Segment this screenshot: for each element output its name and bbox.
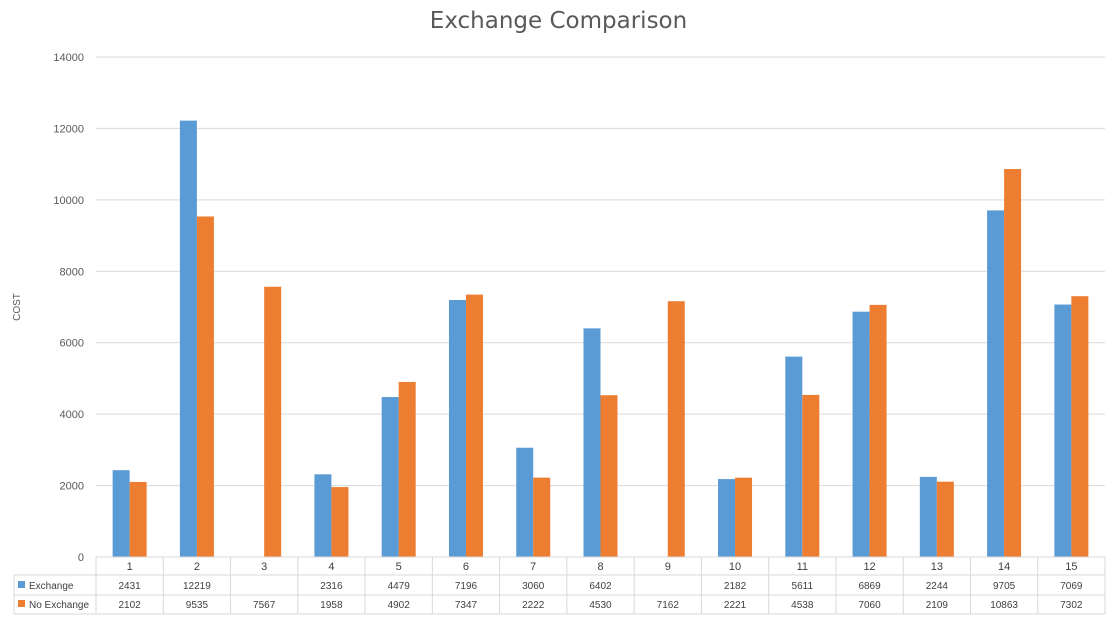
bar-exchange-7 xyxy=(516,447,534,557)
bar-exchange-13 xyxy=(919,476,937,557)
y-tick-label: 4000 xyxy=(60,409,84,421)
bar-no-exchange-12 xyxy=(869,304,887,557)
x-tick-label: 10 xyxy=(729,561,741,573)
x-tick-label: 6 xyxy=(463,561,469,573)
bar-exchange-8 xyxy=(583,328,601,557)
y-tick-label: 6000 xyxy=(60,338,84,350)
bar-no-exchange-9 xyxy=(667,301,685,557)
table-value: 9705 xyxy=(993,581,1016,592)
x-tick-label: 9 xyxy=(665,561,671,573)
table-value: 2431 xyxy=(119,581,142,592)
bar-no-exchange-8 xyxy=(600,395,618,557)
y-tick-label: 12000 xyxy=(53,123,84,135)
legend-label: Exchange xyxy=(29,581,74,592)
table-value: 4538 xyxy=(791,600,814,611)
x-tick-label: 8 xyxy=(597,561,603,573)
bar-exchange-12 xyxy=(852,311,870,557)
x-tick-label: 5 xyxy=(396,561,402,573)
x-tick-label: 1 xyxy=(127,561,133,573)
table-value: 2316 xyxy=(320,581,343,592)
bar-no-exchange-1 xyxy=(129,481,147,557)
bar-no-exchange-2 xyxy=(196,216,214,557)
bar-exchange-6 xyxy=(448,300,466,557)
y-tick-label: 14000 xyxy=(53,52,84,64)
x-tick-label: 11 xyxy=(797,561,808,573)
bar-no-exchange-6 xyxy=(465,294,483,557)
bar-exchange-15 xyxy=(1054,304,1072,557)
bar-no-exchange-11 xyxy=(802,394,820,557)
bar-exchange-4 xyxy=(314,474,332,557)
bar-no-exchange-5 xyxy=(398,381,416,557)
y-tick-label: 10000 xyxy=(53,195,84,207)
table-value: 2109 xyxy=(926,600,949,611)
table-value: 4530 xyxy=(589,600,612,611)
x-tick-label: 12 xyxy=(863,561,875,573)
bar-exchange-14 xyxy=(987,210,1005,557)
bar-exchange-1 xyxy=(112,470,130,557)
bar-no-exchange-3 xyxy=(264,286,282,557)
x-tick-label: 7 xyxy=(530,561,536,573)
x-tick-label: 3 xyxy=(261,561,267,573)
table-value: 7196 xyxy=(455,581,478,592)
x-tick-label: 2 xyxy=(194,561,200,573)
table-value: 4479 xyxy=(388,581,411,592)
x-tick-label: 13 xyxy=(931,561,943,573)
legend-swatch-0 xyxy=(18,581,25,588)
bar-exchange-5 xyxy=(381,397,399,557)
bar-exchange-11 xyxy=(785,356,803,557)
table-value: 12219 xyxy=(183,581,211,592)
bar-no-exchange-10 xyxy=(735,477,753,557)
table-value: 2222 xyxy=(522,600,545,611)
y-tick-label: 8000 xyxy=(60,266,84,278)
table-value: 2244 xyxy=(926,581,949,592)
bar-no-exchange-15 xyxy=(1071,296,1089,557)
bar-exchange-10 xyxy=(718,479,736,557)
table-value: 7060 xyxy=(858,600,881,611)
chart-title: Exchange Comparison xyxy=(429,8,688,34)
y-tick-label: 0 xyxy=(78,552,84,564)
table-value: 5611 xyxy=(792,581,814,592)
table-value: 6869 xyxy=(858,581,881,592)
legend-label: No Exchange xyxy=(29,600,89,611)
table-value: 1958 xyxy=(320,600,343,611)
x-tick-label: 4 xyxy=(328,561,334,573)
table-value: 7567 xyxy=(253,600,276,611)
table-value: 7302 xyxy=(1060,600,1083,611)
table-value: 3060 xyxy=(522,581,545,592)
table-value: 7069 xyxy=(1060,581,1083,592)
y-axis-label: COST xyxy=(12,293,23,321)
x-tick-label: 14 xyxy=(998,561,1010,573)
bar-no-exchange-13 xyxy=(936,481,954,557)
y-tick-label: 2000 xyxy=(60,481,84,493)
table-value: 4902 xyxy=(388,600,411,611)
table-value: 6402 xyxy=(589,581,612,592)
x-tick-label: 15 xyxy=(1065,561,1077,573)
table-value: 7347 xyxy=(455,600,478,611)
table-value: 10863 xyxy=(990,600,1018,611)
table-value: 2102 xyxy=(119,600,142,611)
legend-swatch-1 xyxy=(18,600,25,607)
bar-no-exchange-14 xyxy=(1004,169,1022,558)
table-value: 2182 xyxy=(724,581,747,592)
table-value: 9535 xyxy=(186,600,209,611)
table-value: 7162 xyxy=(657,600,680,611)
table-value: 2221 xyxy=(724,600,747,611)
bar-no-exchange-4 xyxy=(331,487,349,557)
bar-no-exchange-7 xyxy=(533,477,551,557)
bar-exchange-2 xyxy=(179,120,197,557)
